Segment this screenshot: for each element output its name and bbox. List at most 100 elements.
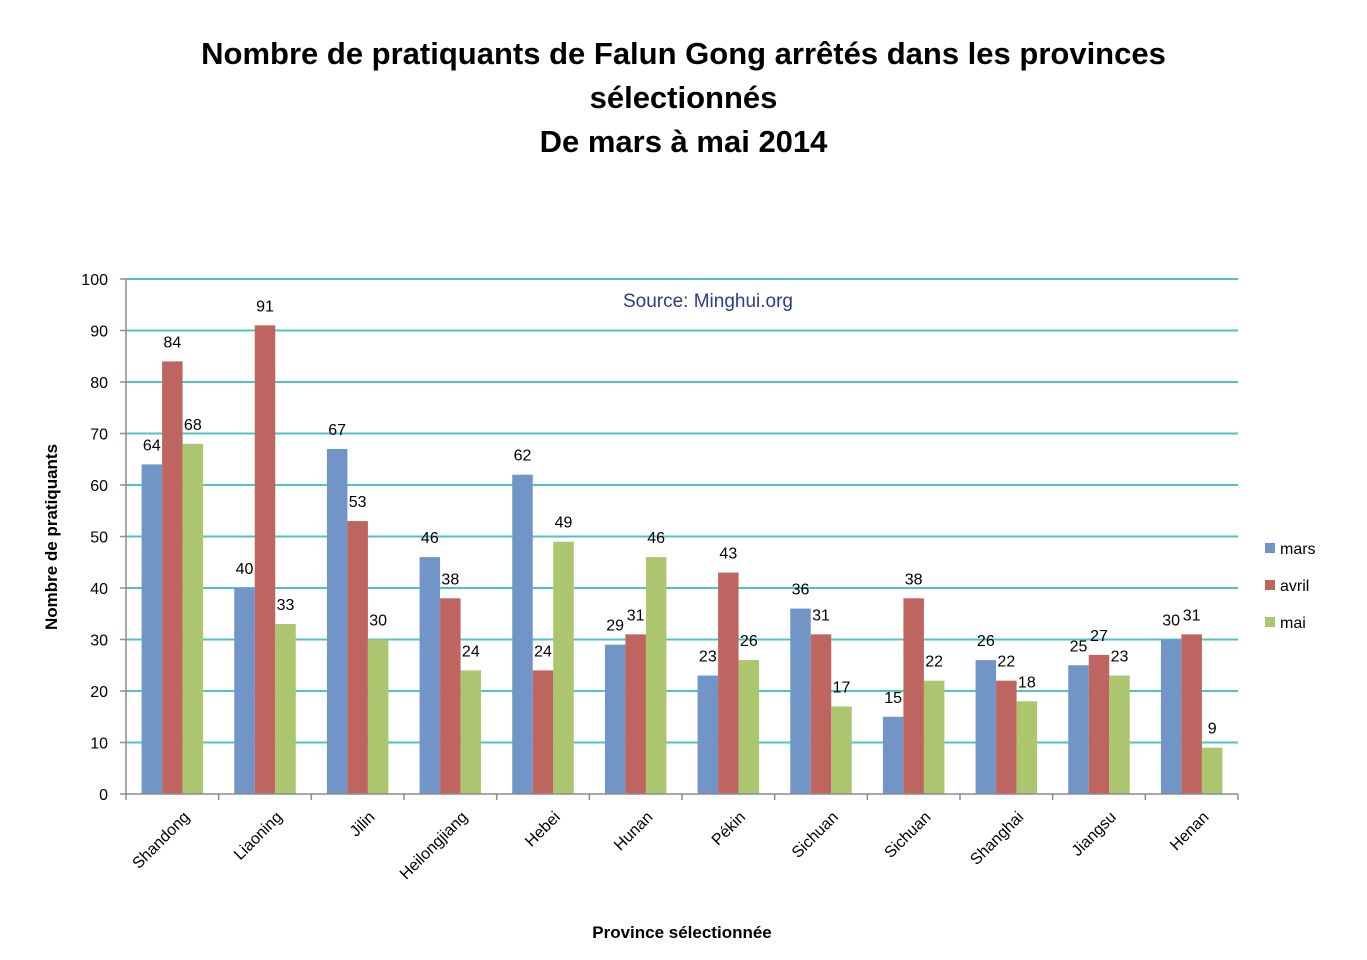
bar-avril — [162, 361, 183, 794]
y-tick-label: 100 — [81, 272, 108, 289]
bar-mars — [234, 588, 255, 794]
legend-label-mars: mars — [1280, 541, 1316, 558]
y-axis-title: Nombre de pratiquants — [42, 444, 61, 630]
bar-avril — [810, 634, 832, 794]
y-tick-label: 70 — [90, 427, 108, 444]
bar-mai — [367, 639, 389, 794]
data-label-avril: 43 — [719, 546, 737, 563]
bar-mai — [182, 443, 204, 794]
data-label-avril: 24 — [534, 643, 552, 660]
data-label-avril: 31 — [627, 607, 645, 624]
bar-mars — [697, 675, 719, 794]
data-label-mars: 64 — [143, 437, 161, 454]
bar-mai — [1109, 675, 1130, 794]
bar-avril — [903, 598, 924, 794]
chart-title: Nombre de pratiquants de Falun Gong arrê… — [0, 32, 1367, 164]
data-label-avril: 38 — [441, 571, 459, 588]
data-label-mai: 22 — [925, 654, 943, 671]
bar-mai — [553, 541, 574, 794]
data-label-mars: 46 — [421, 530, 439, 547]
data-label-mars: 26 — [977, 633, 995, 650]
data-label-avril: 38 — [905, 571, 923, 588]
bar-avril — [254, 325, 276, 794]
x-category-label: Pékin — [709, 809, 749, 849]
x-category-label: Liaoning — [231, 809, 286, 864]
bar-mars — [326, 448, 348, 794]
data-label-mars: 40 — [236, 561, 254, 578]
y-tick-labels: 0 10 20 30 40 50 60 70 80 90 100 — [81, 272, 126, 804]
data-label-avril: 27 — [1090, 628, 1108, 645]
bar-avril — [532, 670, 554, 794]
data-label-avril: 31 — [1183, 607, 1201, 624]
data-label-mai: 26 — [740, 633, 758, 650]
legend-swatch-mars — [1265, 543, 1275, 553]
bar-mai — [645, 557, 667, 794]
x-category-label: Jiangsu — [1069, 809, 1120, 860]
x-category-label: Hunan — [611, 809, 656, 854]
bar-mars — [419, 557, 441, 794]
bar-mai — [831, 706, 852, 794]
bar-avril — [1181, 634, 1202, 794]
y-tick-label: 0 — [99, 787, 108, 804]
data-label-mai: 33 — [277, 597, 295, 614]
data-label-avril: 84 — [163, 334, 181, 351]
bar-mars — [882, 716, 904, 794]
y-tick-label: 90 — [90, 324, 108, 341]
x-category-label: Jilin — [347, 809, 379, 841]
data-label-avril: 31 — [812, 607, 830, 624]
y-tick-label: 10 — [90, 736, 108, 753]
data-label-mai: 24 — [462, 643, 480, 660]
data-label-mars: 62 — [514, 448, 532, 465]
x-category-label: Sichuan — [789, 809, 842, 862]
y-tick-label: 80 — [90, 375, 108, 392]
data-label-mars: 25 — [1070, 638, 1088, 655]
y-tick-label: 50 — [90, 530, 108, 547]
data-label-avril: 22 — [997, 654, 1015, 671]
bar-avril — [625, 634, 646, 794]
x-category-labels: Shandong Liaoning Jilin Heilongjiang Hebei Hu… — [130, 809, 1213, 883]
data-label-mai: 17 — [833, 679, 851, 696]
chart-title-line-1: Nombre de pratiquants de Falun Gong arrê… — [201, 36, 1166, 71]
bar-avril — [440, 598, 461, 794]
data-label-mars: 36 — [792, 582, 810, 599]
bar-mars — [141, 464, 163, 794]
y-tick-label: 20 — [90, 684, 108, 701]
legend-label-mai: mai — [1280, 615, 1306, 632]
bar-mars — [1160, 639, 1182, 794]
x-category-label: Henan — [1167, 809, 1212, 854]
data-label-avril: 91 — [256, 298, 274, 315]
data-label-mai: 18 — [1018, 674, 1036, 691]
data-label-mai: 30 — [369, 613, 387, 630]
source-annotation: Source: Minghui.org — [623, 291, 793, 312]
bar-mars — [512, 474, 533, 794]
x-category-label: Hebei — [522, 809, 564, 851]
data-label-mai: 46 — [647, 530, 665, 547]
y-tick-label: 60 — [90, 478, 108, 495]
data-label-mai: 68 — [184, 417, 202, 434]
bar-mars — [790, 608, 811, 794]
data-labels: 6484684091336753304638246224492931462343… — [143, 298, 1217, 737]
legend-label-avril: avril — [1280, 578, 1309, 595]
chart-title-line-2: sélectionnés — [589, 80, 778, 115]
legend: mars avril mai — [1265, 541, 1316, 632]
data-label-mai: 9 — [1208, 721, 1217, 738]
bar-mai — [460, 670, 482, 794]
x-axis-title: Province sélectionnée — [592, 923, 772, 942]
data-label-mars: 23 — [699, 649, 717, 666]
bar-mai — [1016, 701, 1038, 794]
data-label-mars: 30 — [1162, 613, 1180, 630]
bar-mai — [738, 660, 760, 794]
y-tick-label: 30 — [90, 633, 108, 650]
bar-mars — [1068, 665, 1089, 794]
bar-avril — [996, 680, 1017, 794]
data-label-mai: 23 — [1111, 649, 1129, 666]
data-label-avril: 53 — [349, 494, 367, 511]
bar-mai — [1201, 747, 1223, 794]
x-category-label: Shanghai — [967, 809, 1027, 869]
x-category-label: Shandong — [130, 809, 194, 873]
data-label-mars: 15 — [884, 690, 902, 707]
legend-swatch-avril — [1265, 580, 1275, 590]
data-label-mars: 29 — [606, 618, 624, 635]
bar-mai — [275, 624, 296, 794]
